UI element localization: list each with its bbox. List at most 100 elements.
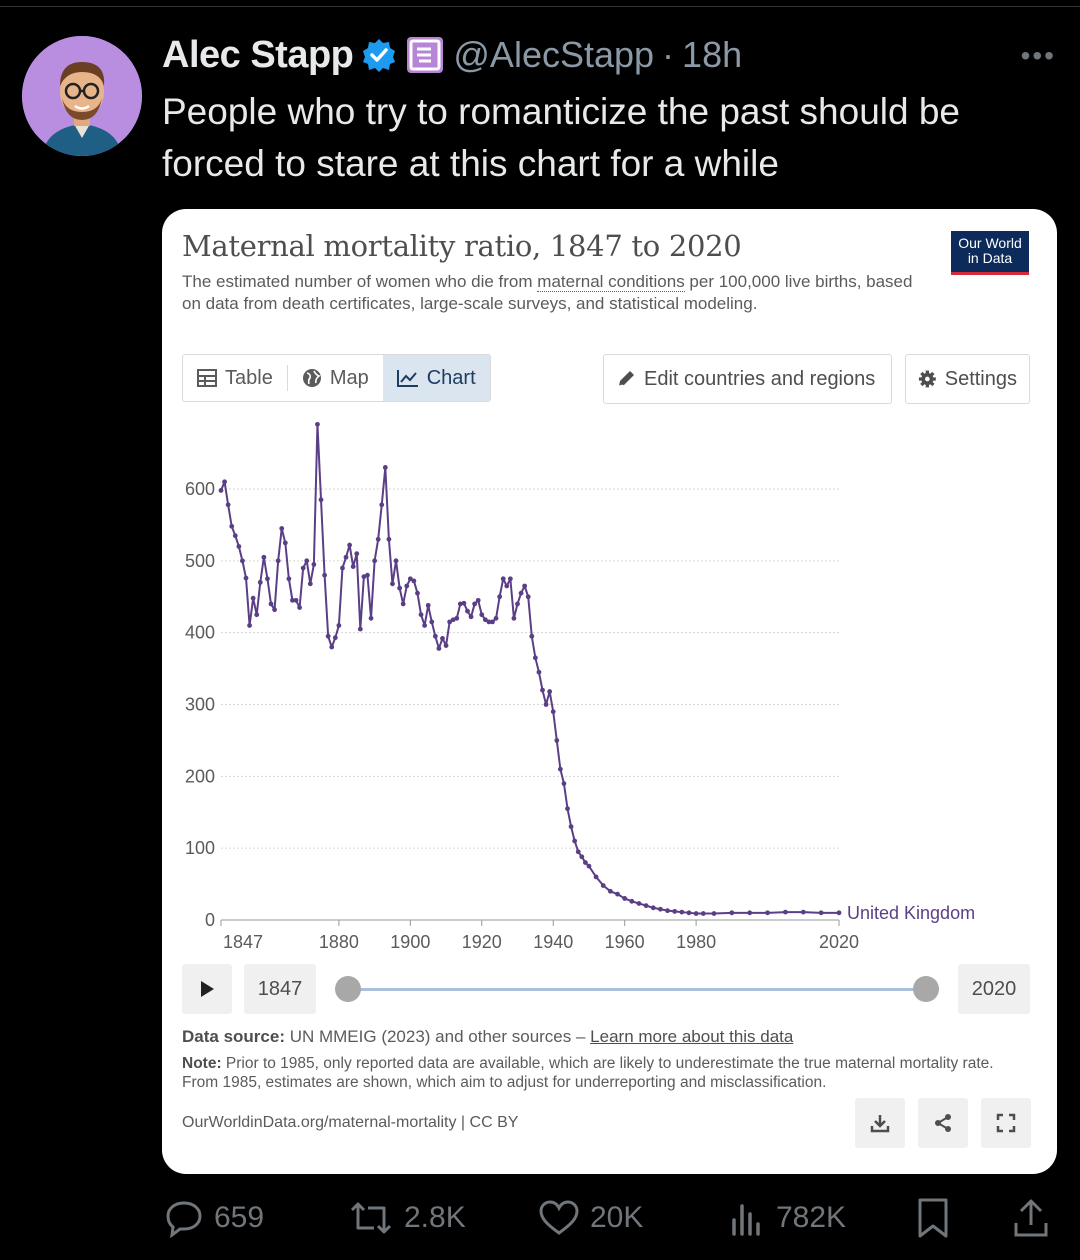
data-point [322,572,327,578]
data-point [818,910,824,916]
data-point [229,523,235,529]
data-point [440,636,445,641]
data-point [515,601,520,607]
data-point [711,911,717,916]
tweet-actions: 659 2.8K 20K 782K [160,1190,1060,1246]
learn-more-link[interactable]: Learn more about this data [590,1027,794,1046]
data-point [375,536,381,542]
settings-button[interactable]: Settings [905,354,1030,404]
author-avatar[interactable] [22,36,142,156]
chart-note: Note: Prior to 1985, only reported data … [182,1054,1032,1092]
data-point [836,910,842,916]
data-point [672,908,678,914]
data-point [686,910,692,916]
bookmark-button[interactable] [916,1190,950,1246]
data-point [343,554,349,560]
view-tabs: Table Map Chart [182,354,491,402]
maternal-conditions-link[interactable]: maternal conditions [537,272,685,292]
views-icon [732,1204,760,1236]
avatar-illustration [22,36,142,156]
tweet-time[interactable]: 18h [682,34,743,75]
timeline-end-handle[interactable] [913,976,939,1002]
data-point [307,581,313,587]
chart-card[interactable]: Maternal mortality ratio, 1847 to 2020 O… [162,209,1057,1174]
data-point [525,594,531,600]
repost-button[interactable]: 2.8K [348,1190,466,1246]
data-point [304,558,310,564]
more-icon[interactable]: ••• [1020,40,1056,71]
data-point [454,615,460,621]
data-point [657,906,663,912]
series-line [220,423,839,915]
data-point [615,891,620,897]
data-point [261,554,267,560]
y-tick-label: 500 [185,551,215,571]
owid-logo[interactable]: Our World in Data [951,231,1029,275]
data-point [522,583,528,589]
data-point [218,488,224,493]
source-url[interactable]: OurWorldinData.org/maternal-mortality | … [182,1114,519,1131]
data-source: Data source: UN MMEIG (2023) and other s… [182,1027,793,1047]
y-tick-label: 100 [185,838,215,858]
tab-map[interactable]: Map [288,355,383,401]
data-point [329,644,335,650]
y-tick-label: 600 [185,479,215,499]
timeline-start-year[interactable]: 1847 [244,964,316,1014]
tab-map-label: Map [329,366,369,389]
data-point [536,669,542,675]
play-button[interactable] [182,964,232,1014]
data-point [479,612,485,618]
data-point [643,903,649,909]
data-point [372,558,378,564]
data-point [407,576,413,582]
views-button[interactable]: 782K [730,1190,846,1246]
tweet-text: People who try to romanticize the past s… [162,91,961,184]
data-point [236,544,242,549]
data-point [240,558,245,564]
tab-table[interactable]: Table [183,355,287,401]
data-point [379,502,385,508]
tab-chart[interactable]: Chart [382,355,490,401]
data-point [554,738,560,743]
header-separator: · [662,34,675,75]
edit-countries-button[interactable]: Edit countries and regions [603,354,892,404]
like-button[interactable]: 20K [538,1190,643,1246]
share-tweet-button[interactable] [1012,1190,1050,1246]
data-point [354,551,360,557]
data-point [472,601,478,607]
owid-logo-line2: in Data [967,250,1013,266]
data-point [475,597,481,603]
data-point [393,558,399,564]
data-point [368,615,374,621]
timeline-start-handle[interactable] [335,976,361,1002]
timeline-end-year[interactable]: 2020 [958,964,1030,1014]
download-icon [870,1115,890,1133]
owid-logo-line1: Our World [958,235,1022,251]
line-chart[interactable]: 0 100 200 300 400 500 600 1847 1880 1900 1920 1940 1… [162,409,1057,959]
share-button[interactable] [918,1098,968,1148]
timeline-track[interactable] [348,988,926,991]
data-point [529,633,535,639]
data-point [507,576,513,582]
top-divider [0,6,1080,7]
download-button[interactable] [855,1098,905,1148]
reply-button[interactable]: 659 [164,1190,264,1246]
author-name[interactable]: Alec Stapp [162,33,354,76]
data-source-text: UN MMEIG (2023) and other sources – [284,1027,591,1046]
data-point [582,860,588,865]
author-handle[interactable]: @AlecStapp [453,34,655,75]
data-point [543,702,549,707]
y-tick-label: 300 [185,695,215,715]
data-point [679,909,685,915]
data-source-label: Data source: [182,1027,285,1046]
fullscreen-icon [996,1113,1016,1133]
data-point [422,623,428,628]
data-point [432,633,438,639]
data-point [318,497,324,503]
data-point [357,626,363,632]
data-point [300,565,306,571]
data-point [586,863,592,869]
data-point [579,854,585,860]
data-point [282,540,288,546]
fullscreen-button[interactable] [981,1098,1031,1148]
